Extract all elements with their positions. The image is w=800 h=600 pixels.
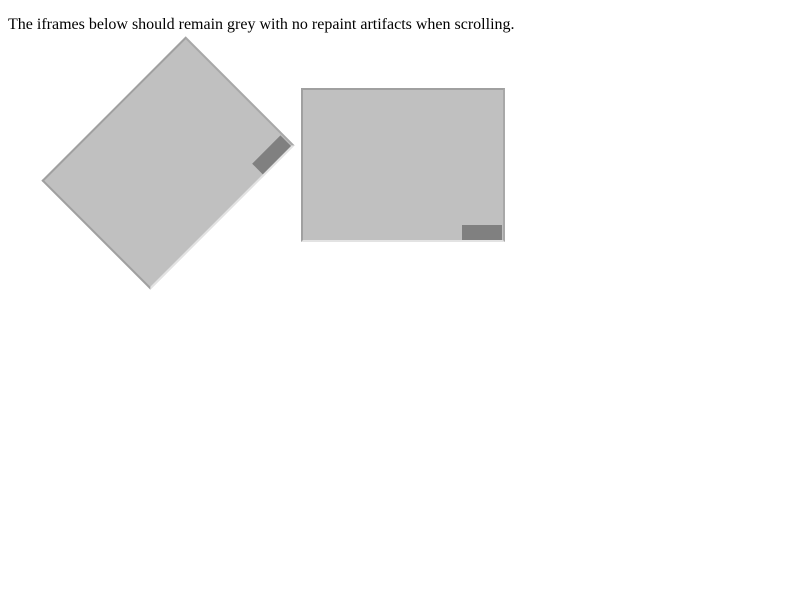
instruction-text: The iframes below should remain grey wit… (8, 16, 515, 33)
straight-iframe[interactable] (301, 88, 505, 242)
straight-iframe-scrollbar-thumb[interactable] (462, 225, 502, 240)
rotated-iframe[interactable] (41, 36, 295, 290)
rotated-iframe-scrollbar-thumb[interactable] (252, 135, 292, 175)
